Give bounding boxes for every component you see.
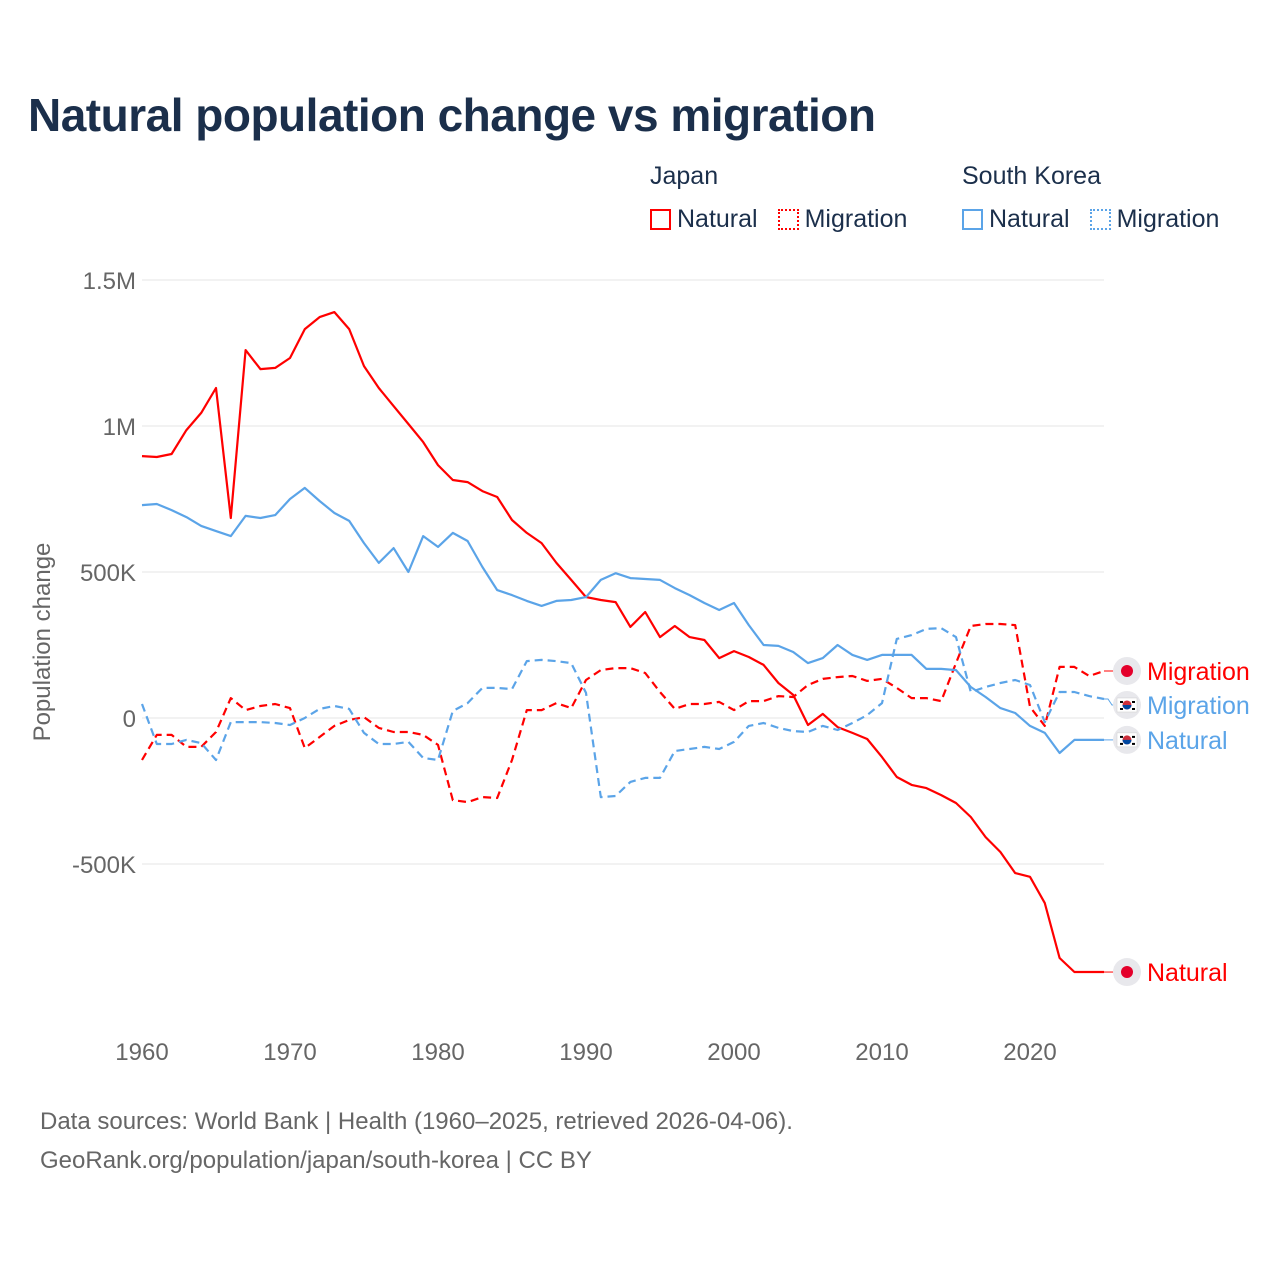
x-tick-label: 1960 — [115, 1039, 168, 1066]
x-tick-label: 2010 — [855, 1039, 908, 1066]
end-label: Natural — [1147, 727, 1228, 755]
legend-group-south-korea: South Korea Natural Migration — [962, 162, 1219, 234]
south-korea-flag-icon — [1113, 725, 1141, 754]
flag-trigram — [1132, 742, 1135, 745]
south-korea-natural-line — [141, 486, 1104, 755]
y-tick-label: 500K — [80, 560, 136, 587]
footer-source: Data sources: World Bank | Health (1960–… — [40, 1108, 793, 1135]
legend-swatch-solid — [650, 209, 671, 230]
y-tick-label: 1M — [103, 414, 136, 441]
y-tick-label: 0 — [123, 706, 136, 733]
y-axis-label: Population change — [29, 543, 56, 742]
legend-korea-migration[interactable]: Migration — [1089, 205, 1220, 234]
legend-label: Natural — [989, 205, 1070, 233]
x-tick-label: 1970 — [263, 1039, 316, 1066]
legend-japan-migration[interactable]: Migration — [777, 205, 908, 234]
x-tick-label: 2000 — [707, 1039, 760, 1066]
flag-sun — [1121, 966, 1133, 979]
flag-taeguk-blue — [1122, 739, 1132, 745]
japan-flag-icon — [1113, 958, 1141, 987]
flag-taeguk-blue — [1122, 704, 1132, 710]
flag-trigram — [1120, 700, 1123, 703]
legend-swatch-dotted — [777, 209, 799, 230]
legend-group-title: South Korea — [962, 162, 1101, 190]
south-korea-migration-line — [140, 626, 1105, 799]
legend-label: Migration — [804, 205, 908, 233]
japan-natural-line — [141, 311, 1104, 974]
legend-group-title: Japan — [650, 162, 719, 190]
japan-flag-icon — [1113, 656, 1141, 685]
flag-trigram — [1132, 700, 1135, 703]
x-tick-label: 2020 — [1003, 1039, 1056, 1066]
flag-trigram — [1132, 707, 1135, 710]
legend-swatch-dotted — [1089, 209, 1111, 230]
legend-japan-natural[interactable]: Natural — [650, 205, 758, 234]
legend-label: Migration — [1116, 205, 1220, 233]
x-tick-label: 1980 — [411, 1039, 464, 1066]
chart-title: Natural population change vs migration — [28, 89, 876, 141]
end-label: Migration — [1147, 658, 1250, 686]
flag-trigram — [1120, 707, 1123, 710]
south-korea-flag-icon — [1113, 690, 1141, 719]
end-label: Natural — [1147, 959, 1228, 987]
footer-link[interactable]: GeoRank.org/population/japan/south-korea… — [40, 1147, 592, 1174]
flag-trigram — [1120, 735, 1123, 738]
japan-migration-line — [141, 622, 1105, 804]
legend-swatch-solid — [962, 209, 983, 230]
x-tick-label: 1990 — [559, 1039, 612, 1066]
legend-label: Natural — [677, 205, 758, 233]
y-tick-label: -500K — [72, 852, 136, 879]
flag-trigram — [1120, 742, 1123, 745]
legend-korea-natural[interactable]: Natural — [962, 205, 1070, 234]
y-tick-label: 1.5M — [83, 268, 136, 295]
flag-trigram — [1132, 735, 1135, 738]
legend-group-japan: Japan Natural Migration — [650, 162, 907, 234]
flag-sun — [1121, 664, 1133, 677]
end-label: Migration — [1147, 692, 1250, 720]
